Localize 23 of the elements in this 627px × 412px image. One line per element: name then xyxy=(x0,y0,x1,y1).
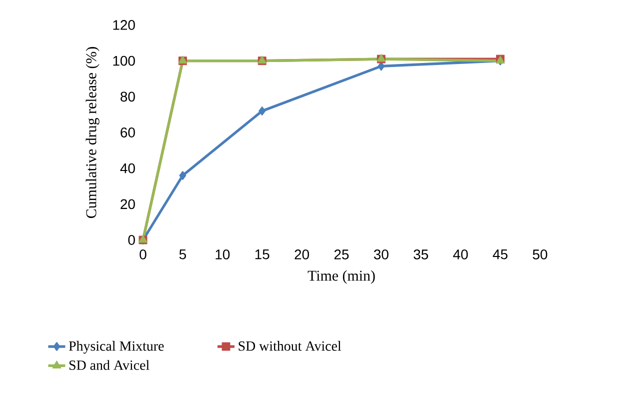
y-tick-label: 40 xyxy=(120,163,135,174)
x-axis-title: Time (min) xyxy=(308,270,375,284)
x-tick-label: 40 xyxy=(453,250,468,260)
y-tick-label: 0 xyxy=(128,235,135,245)
legend-label: Physical Mixture xyxy=(68,340,164,354)
x-tick-label: 25 xyxy=(334,250,349,260)
x-tick-label: 50 xyxy=(532,250,548,260)
y-tick-label: 20 xyxy=(120,199,135,210)
y-tick-label: 80 xyxy=(120,92,135,102)
x-tick-label: 30 xyxy=(374,250,388,260)
x-tick-label: 15 xyxy=(255,250,270,260)
y-tick-label: 100 xyxy=(113,56,135,66)
x-tick-label: 35 xyxy=(414,250,428,260)
x-tick-label: 5 xyxy=(179,250,186,260)
x-tick-label: 0 xyxy=(140,250,146,260)
legend-label: SD without Avicel xyxy=(238,340,342,351)
x-tick-label: 10 xyxy=(216,250,230,260)
legend-label: SD and Avicel xyxy=(69,360,150,370)
y-axis-title: Cumulative drug release (%) xyxy=(86,47,100,218)
y-tick-label: 120 xyxy=(113,20,135,30)
y-tick-label: 60 xyxy=(120,128,135,138)
x-tick-label: 20 xyxy=(294,250,310,260)
x-tick-label: 45 xyxy=(492,250,508,260)
